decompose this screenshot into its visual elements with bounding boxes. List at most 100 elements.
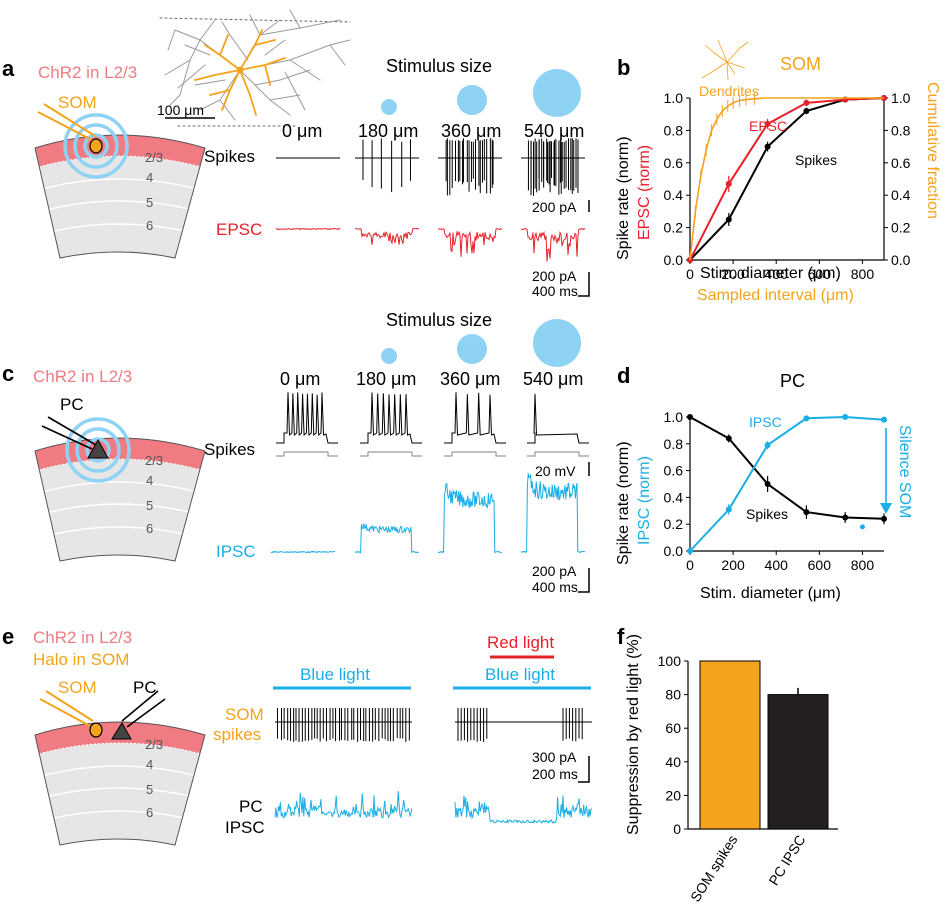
som-spikes-label-1: SOM	[225, 705, 264, 724]
chartD-point	[803, 415, 810, 422]
chartB-ytick-right-label: 0.6	[891, 155, 911, 171]
chartD-series-ipsc	[689, 415, 885, 552]
blue-light-label-2: Blue light	[485, 665, 555, 684]
chartD-xtick-label: 200	[721, 557, 745, 573]
stimulus-rings-a	[63, 113, 129, 179]
chartB-ytick-label: 0.4	[664, 187, 684, 203]
ipsc-row-label-c: IPSC	[216, 542, 256, 561]
chartD-xtick-label: 400	[765, 557, 789, 573]
size-label-360-c: 360 μm	[440, 369, 500, 389]
chartD-ytick-label: 1.0	[664, 409, 684, 425]
pc-ipsc-trace-e-1	[454, 795, 593, 824]
layer-6-c: 6	[146, 521, 153, 536]
scalebar-200pA-a: 200 pA	[532, 199, 577, 215]
layer-5-c: 5	[146, 498, 153, 513]
chartD-point	[764, 481, 771, 487]
chartB-series-label-epsc: EPSC	[749, 118, 787, 134]
chartB-ytick-label: 0.0	[664, 252, 684, 268]
chartD-point	[842, 514, 849, 521]
chartB-xtick-label: 600	[808, 266, 832, 282]
pc-ipsc-label-2: IPSC	[225, 818, 265, 837]
cortex-wedge-e: 2/3 4 5 6	[34, 690, 206, 846]
chartF-ytick-label: 20	[665, 787, 681, 803]
chartB-series-epsc	[689, 97, 885, 261]
stim-disc-540-c	[533, 319, 581, 367]
chartB-point	[725, 216, 732, 223]
chartD-ytick-label: 0.0	[664, 543, 684, 559]
chartD-point	[803, 509, 810, 516]
spikes-row-label-c: Spikes	[204, 440, 255, 459]
panel-c: c ChR2 in L2/3 PC 2/3 4 5 6	[2, 310, 590, 595]
pc-cell-c	[87, 438, 109, 459]
current-step-c-0	[276, 451, 338, 457]
chartB-point	[764, 120, 771, 127]
layer-6-a: 6	[146, 218, 153, 233]
scalebar-400ms-a: 400 ms	[532, 283, 578, 299]
chartF-category-label-1: PC IPSC	[765, 832, 808, 888]
chartB-ytick-right-label: 0.8	[891, 122, 911, 138]
chartF-ytick-label: 100	[658, 653, 682, 669]
chartF-ytick-label: 80	[665, 687, 681, 703]
stim-disc-360-a	[457, 85, 487, 115]
ipsc-trace-c-2	[437, 483, 503, 554]
chartD-point	[842, 414, 849, 420]
chartB-xtick-label: 400	[765, 266, 789, 282]
ipsc-traces-c	[270, 473, 586, 554]
size-label-180-a: 180 μm	[358, 121, 418, 141]
current-step-c-1	[360, 451, 422, 457]
chartD-series-label-spikes: Spikes	[746, 506, 788, 522]
pc-ipsc-traces-e	[274, 791, 593, 824]
cortex-wedge-c: 2/3 4 5 6	[34, 416, 206, 562]
layer-23-c: 2/3	[145, 453, 163, 468]
pc-cell-e	[111, 722, 132, 740]
panel-label-a: a	[2, 56, 15, 81]
ipsc-trace-c-1	[354, 523, 420, 554]
epsc-trace-a-3	[520, 227, 586, 262]
som-spike-traces-e	[275, 708, 592, 742]
stimulus-size-title-a: Stimulus size	[386, 56, 492, 76]
size-label-540-a: 540 μm	[524, 121, 584, 141]
chartD-point	[764, 442, 771, 449]
layer-6-e: 6	[146, 805, 153, 820]
scalebar-300pA-e: 300 pA	[532, 749, 577, 765]
som-label-a: SOM	[58, 93, 97, 112]
epsc-trace-a-0	[275, 227, 341, 231]
stim-disc-180-c	[381, 348, 397, 364]
epsc-row-label-a: EPSC	[216, 220, 262, 239]
chartD-ytick-label: 0.2	[664, 516, 684, 532]
blue-light-label-1: Blue light	[300, 665, 370, 684]
ylabel-b-spikes: Spike rate (norm)	[615, 136, 632, 260]
size-label-360-a: 360 μm	[441, 121, 501, 141]
xlabel-d: Stim. diameter (μm)	[700, 585, 841, 602]
scalebar-200pA-c: 200 pA	[532, 563, 577, 579]
size-label-0-c: 0 μm	[280, 369, 320, 389]
chartD-xtick-label: 0	[686, 557, 694, 573]
som-spikes-label-2: spikes	[213, 725, 261, 744]
chartB-ytick-right-label: 0.2	[891, 220, 911, 236]
scalebar-200ms-e: 200 ms	[532, 766, 578, 782]
pc-spike-trace-c-0	[276, 392, 338, 444]
scalebar-100um-label: 100 μm	[157, 102, 204, 118]
chartB-ytick-right-label: 0.0	[891, 252, 911, 268]
chartF-ytick-label: 60	[665, 720, 681, 736]
epsc-trace-a-1	[355, 228, 420, 245]
chartB-point	[764, 143, 771, 150]
pipette-pc-c	[41, 416, 97, 450]
chartF-category-label-0: SOM spikes	[687, 832, 741, 904]
som-label-e: SOM	[58, 678, 97, 697]
layer-4-a: 4	[146, 170, 153, 185]
chartD-silence-som-point	[859, 524, 865, 530]
silence-som-annotation: Silence SOM	[896, 425, 913, 518]
chartF-ytick-label: 40	[665, 754, 681, 770]
chartD-silence-arrow-head	[880, 503, 892, 514]
panel-f: f Suppression by red light (%) 0 20 40 60 80…	[617, 624, 838, 905]
chartD-xtick-label: 600	[808, 557, 832, 573]
chartB-series-dendrites	[689, 97, 884, 261]
spike-traces-a	[276, 138, 585, 196]
scalebar-ipsc-c	[578, 568, 590, 593]
panel-label-b: b	[617, 55, 630, 80]
red-light-label: Red light	[487, 633, 554, 652]
stim-disc-180-a	[381, 99, 397, 115]
chartD-ytick-label: 0.6	[664, 463, 684, 479]
